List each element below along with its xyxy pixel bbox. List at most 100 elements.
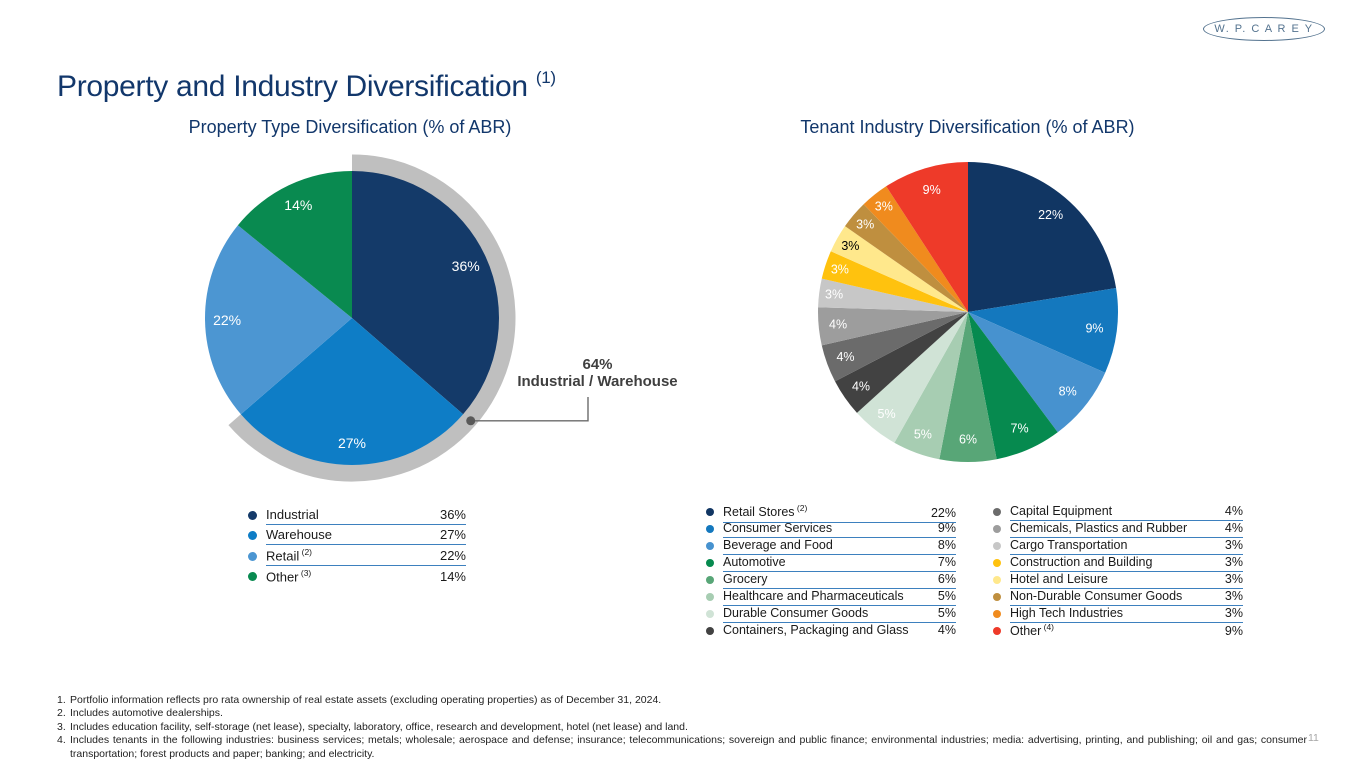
legend-value: 3% [1224, 538, 1243, 553]
legend-color-dot [706, 508, 714, 517]
legend-value: 5% [937, 588, 956, 603]
legend-label: Non-Durable Consumer Goods [1010, 588, 1183, 603]
pie-slice-value-durable-consumer-goods: 5% [878, 407, 896, 421]
legend-item-text: Warehouse 27% [266, 526, 466, 546]
legend-color-dot [248, 531, 257, 541]
legend-label: Containers, Packaging and Glass [723, 623, 909, 638]
legend-item-text: Healthcare and Pharmaceuticals 5% [723, 588, 956, 606]
pie-slice-consumer-services [968, 288, 1119, 373]
legend-value: 4% [1224, 521, 1243, 536]
footnote-text: Portfolio information reflects pro rata … [70, 694, 662, 706]
pie-slice-other [237, 171, 352, 318]
pie-slice-value-retail-stores: 22% [1038, 208, 1063, 222]
legend-item-text: Hotel and Leisure 3% [1010, 571, 1243, 590]
pie-slice-value-automotive: 7% [1011, 422, 1029, 436]
pie-slice-hotel-and-leisure [830, 226, 968, 312]
tenant-legend-column-2: Capital Equipment 4% Chemicals, Plastics a… [993, 504, 1243, 639]
pie-slice-retail [205, 225, 352, 415]
footnote-text: Includes tenants in the following indust… [70, 734, 1307, 760]
legend-item-grocery: Grocery 6% [706, 572, 956, 590]
page-number: 11 [1308, 732, 1319, 744]
pie-slice-cargo-transportation [818, 278, 968, 312]
legend-item-consumer-services: Consumer Services 9% [706, 521, 956, 539]
legend-value: 9% [937, 521, 956, 536]
pie-slice-warehouse [240, 318, 464, 466]
pie-slice-durable-consumer-goods [856, 312, 968, 443]
legend-label: Capital Equipment [1010, 504, 1113, 519]
legend-color-dot [248, 572, 257, 582]
legend-color-dot [706, 559, 714, 568]
page-title-superscript: (1) [535, 68, 556, 88]
legend-item-high-tech-industries: High Tech Industries 3% [993, 605, 1243, 623]
tenant-legend-column-1: Retail Stores (2) 22% Consumer Services 9% B… [706, 503, 956, 639]
legend-value: 3% [1224, 588, 1243, 603]
pie-slice-healthcare-and-pharmaceuticals [894, 312, 968, 460]
legend-item-text: Cargo Transportation 3% [1010, 537, 1243, 556]
legend-value: 7% [937, 555, 956, 570]
legend-color-dot [993, 559, 1001, 568]
legend-color-dot [993, 542, 1001, 551]
legend-item-industrial: Industrial 36% [248, 505, 466, 526]
callout-label: Industrial / Warehouse [517, 373, 678, 390]
page-title-text: Property and Industry Diversification [57, 70, 528, 104]
legend-value: 22% [439, 548, 466, 564]
legend-item-containers-packaging-and-glass: Containers, Packaging and Glass 4% [706, 622, 956, 639]
legend-label: Retail (2) [266, 547, 312, 564]
legend-label: Grocery [723, 572, 768, 587]
pie-slice-value-beverage-and-food: 8% [1059, 385, 1077, 399]
legend-color-dot [706, 626, 714, 635]
pie-slice-capital-equipment [821, 312, 968, 382]
legend-value: 22% [930, 505, 956, 520]
legend-item-text: Chemicals, Plastics and Rubber 4% [1010, 520, 1243, 539]
legend-item-warehouse: Warehouse 27% [248, 526, 466, 547]
legend-label: Retail Stores (2) [723, 503, 808, 520]
legend-label: Chemicals, Plastics and Rubber [1010, 521, 1188, 536]
legend-value: 3% [1224, 605, 1243, 620]
footnote: 2. Includes automotive dealerships. [57, 707, 1307, 720]
pie-slice-value-containers-packaging-and-glass: 4% [852, 380, 870, 394]
legend-value: 14% [439, 569, 466, 585]
legend-color-dot [248, 551, 257, 561]
legend-item-cargo-transportation: Cargo Transportation 3% [993, 537, 1243, 556]
pie-slice-value-industrial: 36% [452, 258, 480, 274]
legend-item-text: Construction and Building 3% [1010, 554, 1243, 573]
legend-color-dot [993, 508, 1001, 517]
legend-item-text: Durable Consumer Goods 5% [723, 605, 956, 623]
legend-label: Automotive [723, 555, 786, 570]
legend-item-text: Other (3) 14% [266, 567, 466, 586]
legend-item-other: Other (3) 14% [248, 567, 466, 588]
pie-slice-value-chemicals-plastics-and-rubber: 4% [829, 318, 847, 332]
legend-color-dot [706, 525, 714, 534]
legend-value: 8% [937, 538, 956, 553]
pie-slice-value-construction-and-building: 3% [831, 263, 849, 277]
legend-item-non-durable-consumer-goods: Non-Durable Consumer Goods 3% [993, 588, 1243, 606]
legend-item-text: High Tech Industries 3% [1010, 605, 1243, 623]
legend-item-text: Industrial 36% [266, 506, 466, 525]
pie-slice-non-durable-consumer-goods [844, 204, 968, 312]
legend-label: Consumer Services [723, 521, 833, 536]
legend-value: 27% [439, 527, 466, 543]
legend-label: Durable Consumer Goods [723, 605, 869, 620]
industrial-warehouse-arc [228, 154, 516, 482]
legend-color-dot [706, 609, 714, 618]
legend-item-text: Retail (2) 22% [266, 546, 466, 567]
legend-value: 5% [937, 605, 956, 620]
legend-item-durable-consumer-goods: Durable Consumer Goods 5% [706, 605, 956, 623]
tenant-chart-title: Tenant Industry Diversification (% of AB… [800, 117, 1135, 137]
legend-label-superscript: (4) [1041, 622, 1055, 633]
pie-slice-value-other: 9% [923, 183, 941, 197]
legend-value: 9% [1224, 624, 1243, 639]
legend-item-retail: Retail (2) 22% [248, 546, 466, 567]
legend-item-automotive: Automotive 7% [706, 554, 956, 573]
pie-slice-industrial [352, 171, 500, 415]
pie-slice-high-tech-industries [863, 186, 968, 312]
legend-label: Healthcare and Pharmaceuticals [723, 588, 904, 603]
legend-item-text: Automotive 7% [723, 554, 956, 573]
legend-item-construction-and-building: Construction and Building 3% [993, 554, 1243, 573]
legend-value: 3% [1224, 572, 1243, 587]
pie-slice-value-capital-equipment: 4% [836, 350, 854, 364]
pie-slice-value-high-tech-industries: 3% [875, 200, 893, 214]
callout-value: 64% [582, 356, 613, 373]
legend-label-superscript: (2) [794, 503, 808, 514]
